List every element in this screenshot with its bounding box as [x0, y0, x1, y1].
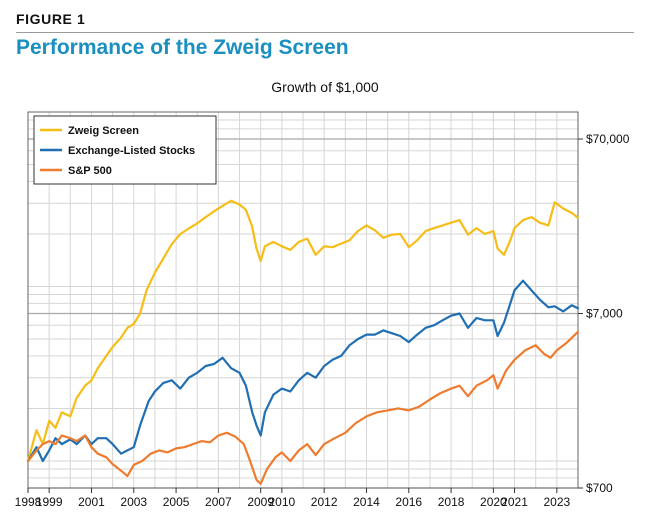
x-tick-label: 2020 [480, 495, 507, 509]
x-tick-label: 1999 [36, 495, 63, 509]
x-tick-label: 2005 [163, 495, 190, 509]
x-tick-label: 2001 [78, 495, 105, 509]
x-tick-label: 2016 [395, 495, 422, 509]
header-divider [16, 32, 634, 33]
series-lines [26, 199, 580, 485]
x-tick-label: 1998 [15, 495, 42, 509]
x-tick-label: 2023 [543, 495, 570, 509]
x-tick-label: 2012 [311, 495, 338, 509]
figure-label: FIGURE 1 [16, 11, 86, 27]
y-tick-label: $700 [586, 481, 613, 495]
series-line-2 [26, 279, 580, 463]
chart-title: Growth of $1,000 [271, 79, 379, 95]
x-tick-label: 2014 [353, 495, 380, 509]
legend-label: Exchange-Listed Stocks [68, 145, 195, 157]
series-line-1 [26, 199, 580, 463]
plot-area-frame [27, 111, 579, 489]
legend-label: S&P 500 [68, 165, 112, 177]
legend-label: Zweig Screen [68, 125, 139, 137]
x-tick-label: 2007 [205, 495, 232, 509]
x-tick-label: 2009 [247, 495, 274, 509]
legend: Zweig Screen Exchange-Listed Stocks S&P 50… [33, 115, 217, 185]
y-tick-label: $7,000 [586, 307, 623, 321]
x-tick-label: 2010 [268, 495, 295, 509]
y-tick-label: $70,000 [586, 132, 630, 146]
x-tick-label: 2003 [120, 495, 147, 509]
figure-title: Performance of the Zweig Screen [16, 36, 349, 59]
x-tick-label: 2021 [501, 495, 528, 509]
legend-box [33, 115, 217, 185]
x-tick-label: 2018 [438, 495, 465, 509]
series-line-3 [26, 330, 580, 485]
